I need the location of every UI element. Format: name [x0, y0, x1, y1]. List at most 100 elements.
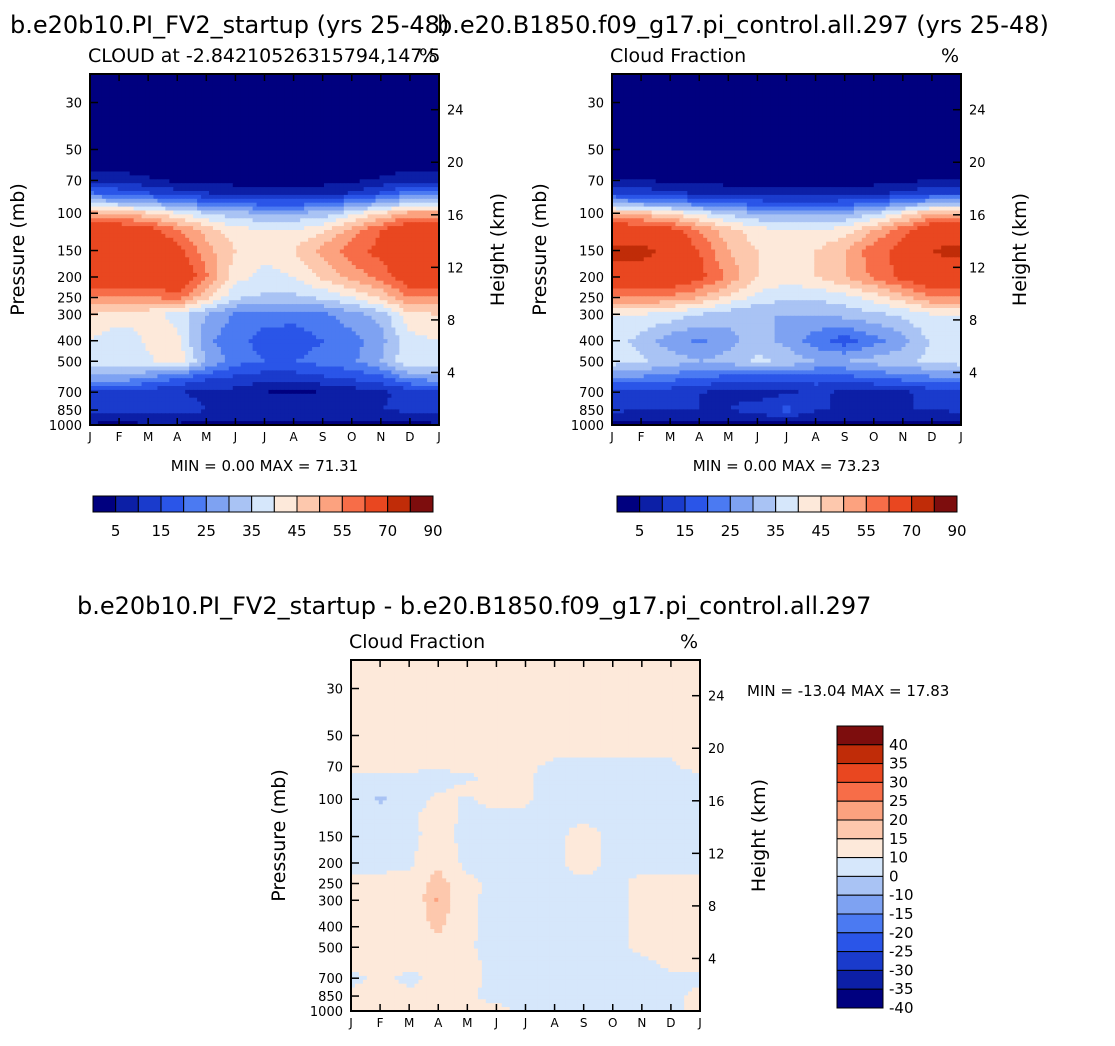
diff-colorbar-label: -40	[889, 999, 914, 1017]
diff-colorbar-box	[836, 725, 884, 746]
run-height-tick-label: 16	[447, 209, 464, 224]
run-xtick-label: N	[376, 430, 385, 444]
diff-colorbar-label: -10	[889, 886, 914, 904]
control-xtick-label: N	[898, 430, 907, 444]
control-min-max: MIN = 0.00 MAX = 73.23	[693, 457, 880, 475]
control-subtitle: Cloud Fraction	[610, 45, 746, 67]
control-colorbar-box	[933, 495, 958, 513]
diff-xtick-label: A	[434, 1016, 443, 1030]
control-colorbar-label: 70	[902, 522, 921, 540]
diff-xtick-label: O	[608, 1016, 617, 1030]
run-colorbar-box	[319, 495, 343, 513]
run-colorbar-box	[160, 495, 185, 513]
control-ytick-label: 700	[579, 386, 604, 401]
run-ytick-label: 300	[57, 308, 82, 323]
diff-height-tick-label: 24	[708, 690, 725, 705]
run-colorbar-label: 45	[287, 522, 306, 540]
control-colorbar-label: 15	[675, 522, 694, 540]
diff-xtick-label: J	[523, 1016, 528, 1030]
diff-ytick-label: 100	[318, 793, 343, 808]
diff-colorbar-box	[836, 781, 884, 802]
control-height-tick-label: 24	[969, 104, 986, 119]
control-colorbar-box	[661, 495, 686, 513]
diff-colorbar-box	[836, 988, 884, 1009]
run-colorbar-box	[273, 495, 298, 513]
diff-colorbar-label: -25	[889, 943, 914, 961]
run-xtick-label: D	[405, 430, 414, 444]
diff-ytick-label: 850	[318, 990, 343, 1005]
control-ytick-label: 150	[579, 245, 604, 260]
run-contour-field	[90, 74, 439, 425]
run-ytick-label: 50	[65, 144, 82, 159]
diff-colorbar-box	[836, 800, 884, 821]
run-xtick-label: J	[262, 430, 267, 444]
diff-colorbar-label: -15	[889, 905, 914, 923]
diff-xtick-label: D	[666, 1016, 675, 1030]
run-colorbar-label: 35	[242, 522, 261, 540]
control-ytick-label: 500	[579, 355, 604, 370]
diff-ylabel: Pressure (mb)	[268, 769, 290, 902]
run-colorbar-label: 25	[197, 522, 216, 540]
run-colorbar-box	[228, 495, 253, 513]
diff-ytick-label: 700	[318, 972, 343, 987]
control-xtick-label: J	[958, 430, 963, 444]
run-xtick-label: J	[436, 430, 441, 444]
control-xtick-label: A	[695, 430, 704, 444]
diff-colorbar-box	[836, 819, 884, 840]
run-ytick-label: 70	[65, 174, 82, 189]
diff-panel: Cloud Fraction %J F M A M J J A S O N D J305070100150…	[268, 631, 949, 1030]
control-panel: Cloud Fraction % J F M A M J J A S O N D J 30 50 70 100 150…	[529, 45, 1031, 540]
diff-height-tick-label: 12	[708, 847, 725, 862]
control-ytick-label: 850	[579, 404, 604, 419]
diff-ytick-label: 150	[318, 831, 343, 846]
diff-colorbar-box	[836, 744, 884, 765]
diff-xtick-label: F	[377, 1016, 384, 1030]
diff-colorbar-label: 15	[889, 830, 908, 848]
control-colorbar-box	[775, 495, 799, 513]
diff-ytick-label: 300	[318, 894, 343, 909]
diff-colorbar-label: 20	[889, 811, 908, 829]
run-ytick-label: 850	[57, 404, 82, 419]
diff-colorbar-label: -35	[889, 980, 914, 998]
run-main-title: b.e20b10.PI_FV2_startup (yrs 25-48)	[10, 11, 449, 39]
diff-colorbar-label: -30	[889, 961, 914, 979]
run-ytick-label: 150	[57, 245, 82, 260]
diff-colorbar-box	[836, 913, 884, 934]
run-colorbar-box	[364, 495, 389, 513]
run-height-tick-label: 24	[447, 104, 464, 119]
control-xtick-label: J	[784, 430, 789, 444]
control-xtick-label: J	[609, 430, 614, 444]
control-colorbar-box	[797, 495, 822, 513]
diff-min-max: MIN = -13.04 MAX = 17.83	[747, 682, 949, 700]
diff-colorbar-box	[836, 951, 884, 971]
diff-colorbar-box	[836, 763, 884, 783]
diff-colorbar-box	[836, 969, 884, 990]
diff-ytick-label: 400	[318, 921, 343, 936]
diff-xtick-label: M	[462, 1016, 472, 1030]
diff-height-tick-label: 8	[708, 900, 716, 915]
diff-colorbar-label: 35	[889, 755, 908, 773]
run-colorbar-box	[115, 495, 139, 513]
diff-ytick-label: 1000	[310, 1005, 343, 1020]
run-ytick-label: 500	[57, 355, 82, 370]
control-colorbar-box	[820, 495, 845, 513]
run-colorbar-label: 90	[423, 522, 442, 540]
control-xtick-label: M	[723, 430, 733, 444]
run-height-tick-label: 8	[447, 314, 455, 329]
run-height-tick-label: 20	[447, 156, 464, 171]
diff-ytick-label: 30	[326, 683, 343, 698]
diff-xtick-label: J	[697, 1016, 702, 1030]
run-ytick-label: 200	[57, 271, 82, 286]
diff-main-title: b.e20b10.PI_FV2_startup - b.e20.B1850.f0…	[77, 592, 871, 620]
control-colorbar-label: 25	[721, 522, 740, 540]
run-ytick-label: 30	[65, 97, 82, 112]
run-colorbar-label: 15	[151, 522, 170, 540]
diff-colorbar-label: -20	[889, 924, 914, 942]
run-colorbar-box	[409, 495, 434, 513]
diff-height-tick-label: 16	[708, 795, 725, 810]
control-xtick-label: S	[841, 430, 849, 444]
control-colorbar-box	[752, 495, 777, 513]
diff-subtitle: Cloud Fraction	[349, 631, 485, 653]
run-xtick-label: F	[116, 430, 123, 444]
